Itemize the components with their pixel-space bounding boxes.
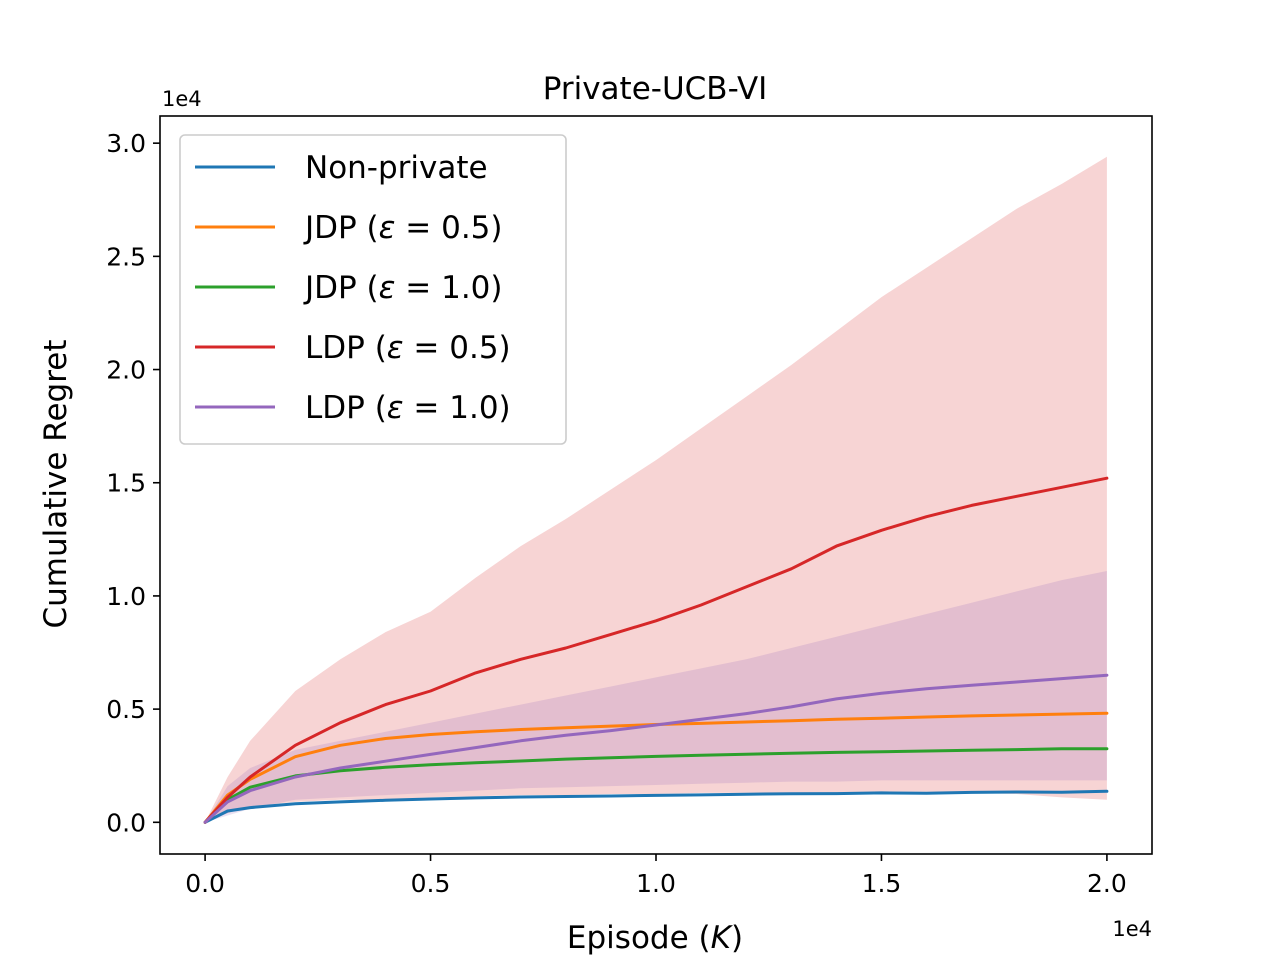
legend-label-jdp-1-0: JDP (ε = 1.0) (303, 270, 503, 306)
confidence-bands (205, 156, 1107, 823)
legend: Non-private JDP (ε = 0.5) JDP (ε = 1.0) LDP… (179, 134, 567, 445)
y-tick-label: 0.5 (106, 695, 146, 724)
x-offset-label: 1e4 (1112, 917, 1152, 941)
y-tick-label: 3.0 (106, 129, 146, 158)
line-ldp-0-5 (203, 476, 1109, 824)
y-tick-label: 0.0 (106, 808, 146, 837)
y-axis-label: Cumulative Regret (38, 340, 74, 629)
legend-label-jdp-0-5: JDP (ε = 0.5) (303, 210, 503, 246)
line-jdp-0-5 (203, 711, 1109, 824)
y-tick-label: 2.0 (106, 356, 146, 385)
x-tick-label: 0.5 (411, 869, 451, 898)
legend-label-non-private: Non-private (305, 150, 488, 186)
line-non-private (203, 789, 1109, 824)
plot-frame (159, 115, 1153, 855)
line-ldp-1-0 (203, 673, 1109, 824)
x-tick-label: 1.5 (862, 869, 902, 898)
x-tick-label: 1.0 (636, 869, 676, 898)
band-ldp-0-5-spread (205, 156, 1107, 823)
y-tick-label: 1.5 (106, 469, 146, 498)
x-tick-label: 2.0 (1087, 869, 1127, 898)
y-offset-label: 1e4 (162, 87, 202, 111)
legend-label-ldp-1-0: LDP (ε = 1.0) (305, 390, 511, 426)
chart-title: Private-UCB-VI (543, 71, 768, 107)
axis-ticks: 0.0 0.5 1.0 1.5 2.0 0.0 0.5 1.0 1.5 2.0 2.5 3.0 (106, 129, 1127, 898)
legend-label-ldp-0-5: LDP (ε = 0.5) (305, 330, 511, 366)
x-axis-label: Episode (K) (567, 920, 743, 956)
legend-box (179, 134, 567, 445)
x-tick-label: 0.0 (185, 869, 225, 898)
series-lines (203, 476, 1109, 824)
y-tick-label: 2.5 (106, 242, 146, 271)
y-tick-label: 1.0 (106, 582, 146, 611)
band-ldp-1-0-spread (205, 571, 1107, 823)
